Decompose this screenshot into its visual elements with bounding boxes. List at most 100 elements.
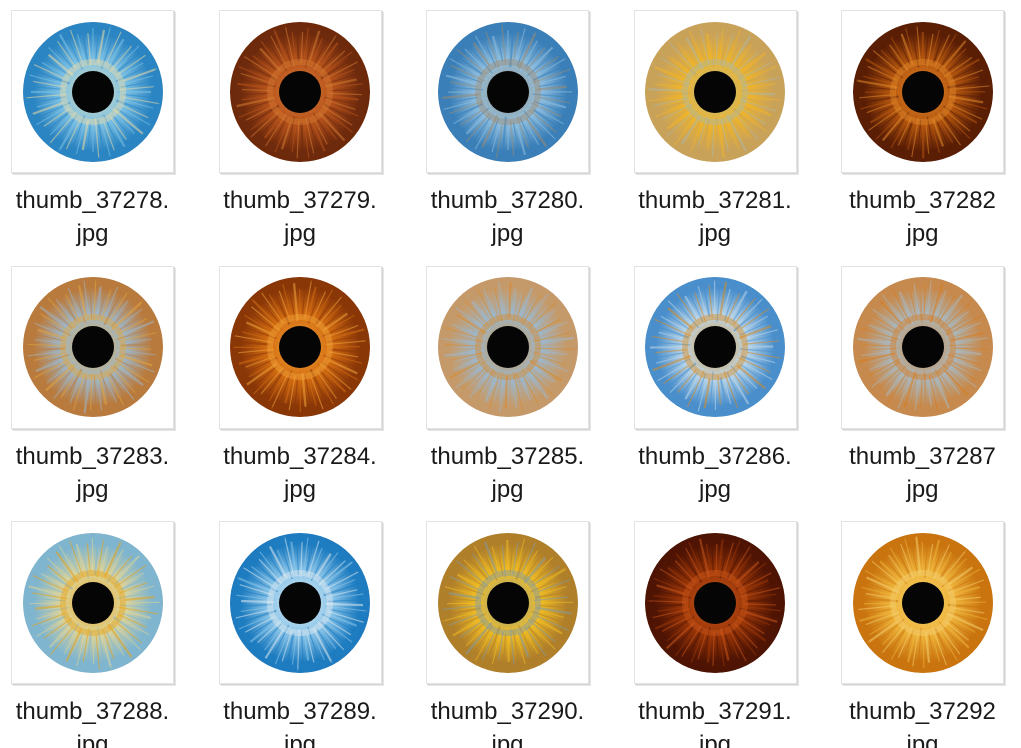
thumbnail-image bbox=[437, 532, 578, 673]
pupil bbox=[279, 581, 321, 624]
pupil bbox=[279, 70, 321, 113]
file-name-line-2: jpg bbox=[76, 475, 109, 503]
thumbnail-image bbox=[22, 21, 163, 162]
thumbnail-frame[interactable] bbox=[633, 265, 797, 429]
file-name-line-1: thumb_37280. bbox=[430, 187, 585, 214]
file-name-line-2: jpg bbox=[698, 475, 732, 503]
thumbnail-image bbox=[22, 277, 163, 417]
file-item[interactable]: thumb_37284. jpg bbox=[208, 265, 416, 522]
pupil bbox=[694, 70, 736, 113]
file-item[interactable]: thumb_37286.jpg bbox=[623, 265, 831, 522]
file-item[interactable]: thumb_37290.jpg bbox=[415, 521, 623, 748]
thumbnail-frame[interactable] bbox=[633, 10, 797, 173]
file-name-line-1: thumb_37291. bbox=[638, 698, 792, 725]
file-name-line-1: thumb_37285. bbox=[430, 442, 585, 470]
file-name-label[interactable]: thumb_37291.jpg bbox=[623, 695, 808, 748]
thumbnail-frame[interactable] bbox=[633, 521, 797, 684]
file-name-line-1: thumb_37292 bbox=[849, 698, 996, 725]
file-name-label[interactable]: thumb_37289. jpg bbox=[208, 695, 393, 748]
pupil bbox=[901, 70, 944, 113]
file-name-label[interactable]: thumb_37288.jpg bbox=[0, 695, 185, 748]
file-item[interactable]: thumb_37288.jpg bbox=[0, 521, 208, 748]
thumbnail-image bbox=[230, 21, 370, 162]
file-name-label[interactable]: thumb_37290.jpg bbox=[415, 695, 600, 748]
file-name-label[interactable]: thumb_37281. jpg bbox=[623, 184, 808, 250]
thumbnail-frame[interactable] bbox=[426, 10, 589, 173]
file-item[interactable]: thumb_37281. jpg bbox=[623, 10, 831, 266]
thumbnail-image bbox=[230, 532, 370, 673]
pupil bbox=[486, 326, 529, 368]
file-name-label[interactable]: thumb_37285.jpg bbox=[415, 440, 600, 506]
thumbnail-frame[interactable] bbox=[841, 265, 1004, 429]
thumbnail-frame[interactable] bbox=[218, 265, 382, 429]
file-item[interactable]: thumb_37283.jpg bbox=[0, 265, 208, 522]
thumbnail-frame[interactable] bbox=[841, 521, 1004, 684]
file-name-line-1: thumb_37290. bbox=[430, 698, 585, 725]
file-name-label[interactable]: thumb_37286.jpg bbox=[623, 440, 808, 506]
file-name-line-1: thumb_37282 bbox=[849, 187, 996, 214]
file-item[interactable]: thumb_37291.jpg bbox=[623, 521, 831, 748]
file-name-line-2: jpg bbox=[698, 731, 732, 748]
file-name-line-2: jpg bbox=[906, 731, 939, 748]
file-item[interactable]: thumb_37285.jpg bbox=[415, 265, 623, 522]
file-name-line-2: jpg bbox=[491, 220, 524, 247]
thumbnail-frame[interactable] bbox=[218, 10, 382, 173]
thumbnail-frame[interactable] bbox=[218, 521, 382, 684]
file-name-line-2: jpg bbox=[491, 475, 524, 503]
thumbnail-image bbox=[437, 277, 578, 417]
file-item[interactable]: thumb_37280.jpg bbox=[415, 10, 623, 266]
file-name-line-1: thumb_37286. bbox=[638, 442, 792, 470]
thumbnail-image bbox=[645, 277, 785, 417]
file-name-label[interactable]: thumb_37278. jpg bbox=[0, 184, 185, 250]
file-name-label[interactable]: thumb_37280.jpg bbox=[415, 184, 600, 250]
file-name-label[interactable]: thumb_37283.jpg bbox=[0, 440, 185, 506]
file-name-label[interactable]: thumb_37279.jpg bbox=[208, 184, 393, 250]
file-name-line-1: thumb_37284. bbox=[223, 442, 377, 470]
pupil bbox=[694, 326, 736, 368]
file-name-line-1: thumb_37278. bbox=[15, 187, 170, 214]
pupil bbox=[486, 70, 529, 113]
file-name-line-1: thumb_37279. bbox=[223, 187, 377, 214]
thumbnail-frame[interactable] bbox=[426, 521, 589, 684]
file-name-line-2: jpg bbox=[491, 731, 524, 748]
thumbnail-frame[interactable] bbox=[426, 265, 589, 429]
thumbnail-frame[interactable] bbox=[11, 521, 174, 684]
file-name-line-2: jpg bbox=[76, 731, 109, 748]
thumbnail-image bbox=[645, 532, 785, 673]
file-name-label[interactable]: thumb_37284. jpg bbox=[208, 440, 393, 506]
file-name-line-1: thumb_37283. bbox=[15, 442, 170, 470]
thumbnail-image bbox=[22, 532, 163, 673]
thumbnail-grid: thumb_37278. jpg thumb_37279. jpg thumb_3728… bbox=[0, 10, 1021, 748]
thumbnail-image bbox=[852, 277, 993, 417]
file-name-line-2: jpg bbox=[283, 220, 317, 247]
pupil bbox=[71, 70, 114, 113]
thumbnail-frame[interactable] bbox=[11, 265, 174, 429]
thumbnail-image bbox=[645, 21, 785, 162]
thumbnail-frame[interactable] bbox=[841, 10, 1004, 173]
file-name-line-2: jpg bbox=[906, 475, 939, 503]
file-name-line-2: jpg bbox=[906, 220, 939, 247]
file-name-line-1: thumb_37281. bbox=[638, 187, 792, 214]
pupil bbox=[901, 326, 944, 368]
thumbnail-image bbox=[852, 532, 993, 673]
pupil bbox=[694, 581, 736, 624]
file-item[interactable]: thumb_37279.jpg bbox=[208, 10, 416, 266]
file-name-line-1: thumb_37289. bbox=[223, 698, 377, 725]
iris-artwork bbox=[230, 277, 370, 417]
thumbnail-image bbox=[230, 277, 370, 417]
file-item[interactable]: thumb_37289. jpg bbox=[208, 521, 416, 748]
file-name-line-1: thumb_37288. bbox=[15, 698, 170, 725]
pupil bbox=[901, 581, 944, 624]
file-item[interactable]: thumb_37278. jpg bbox=[0, 10, 208, 266]
thumbnail-image bbox=[437, 21, 578, 162]
thumbnail-frame[interactable] bbox=[11, 10, 174, 173]
file-name-line-1: thumb_37287 bbox=[849, 442, 996, 470]
thumbnail-image bbox=[852, 21, 993, 162]
